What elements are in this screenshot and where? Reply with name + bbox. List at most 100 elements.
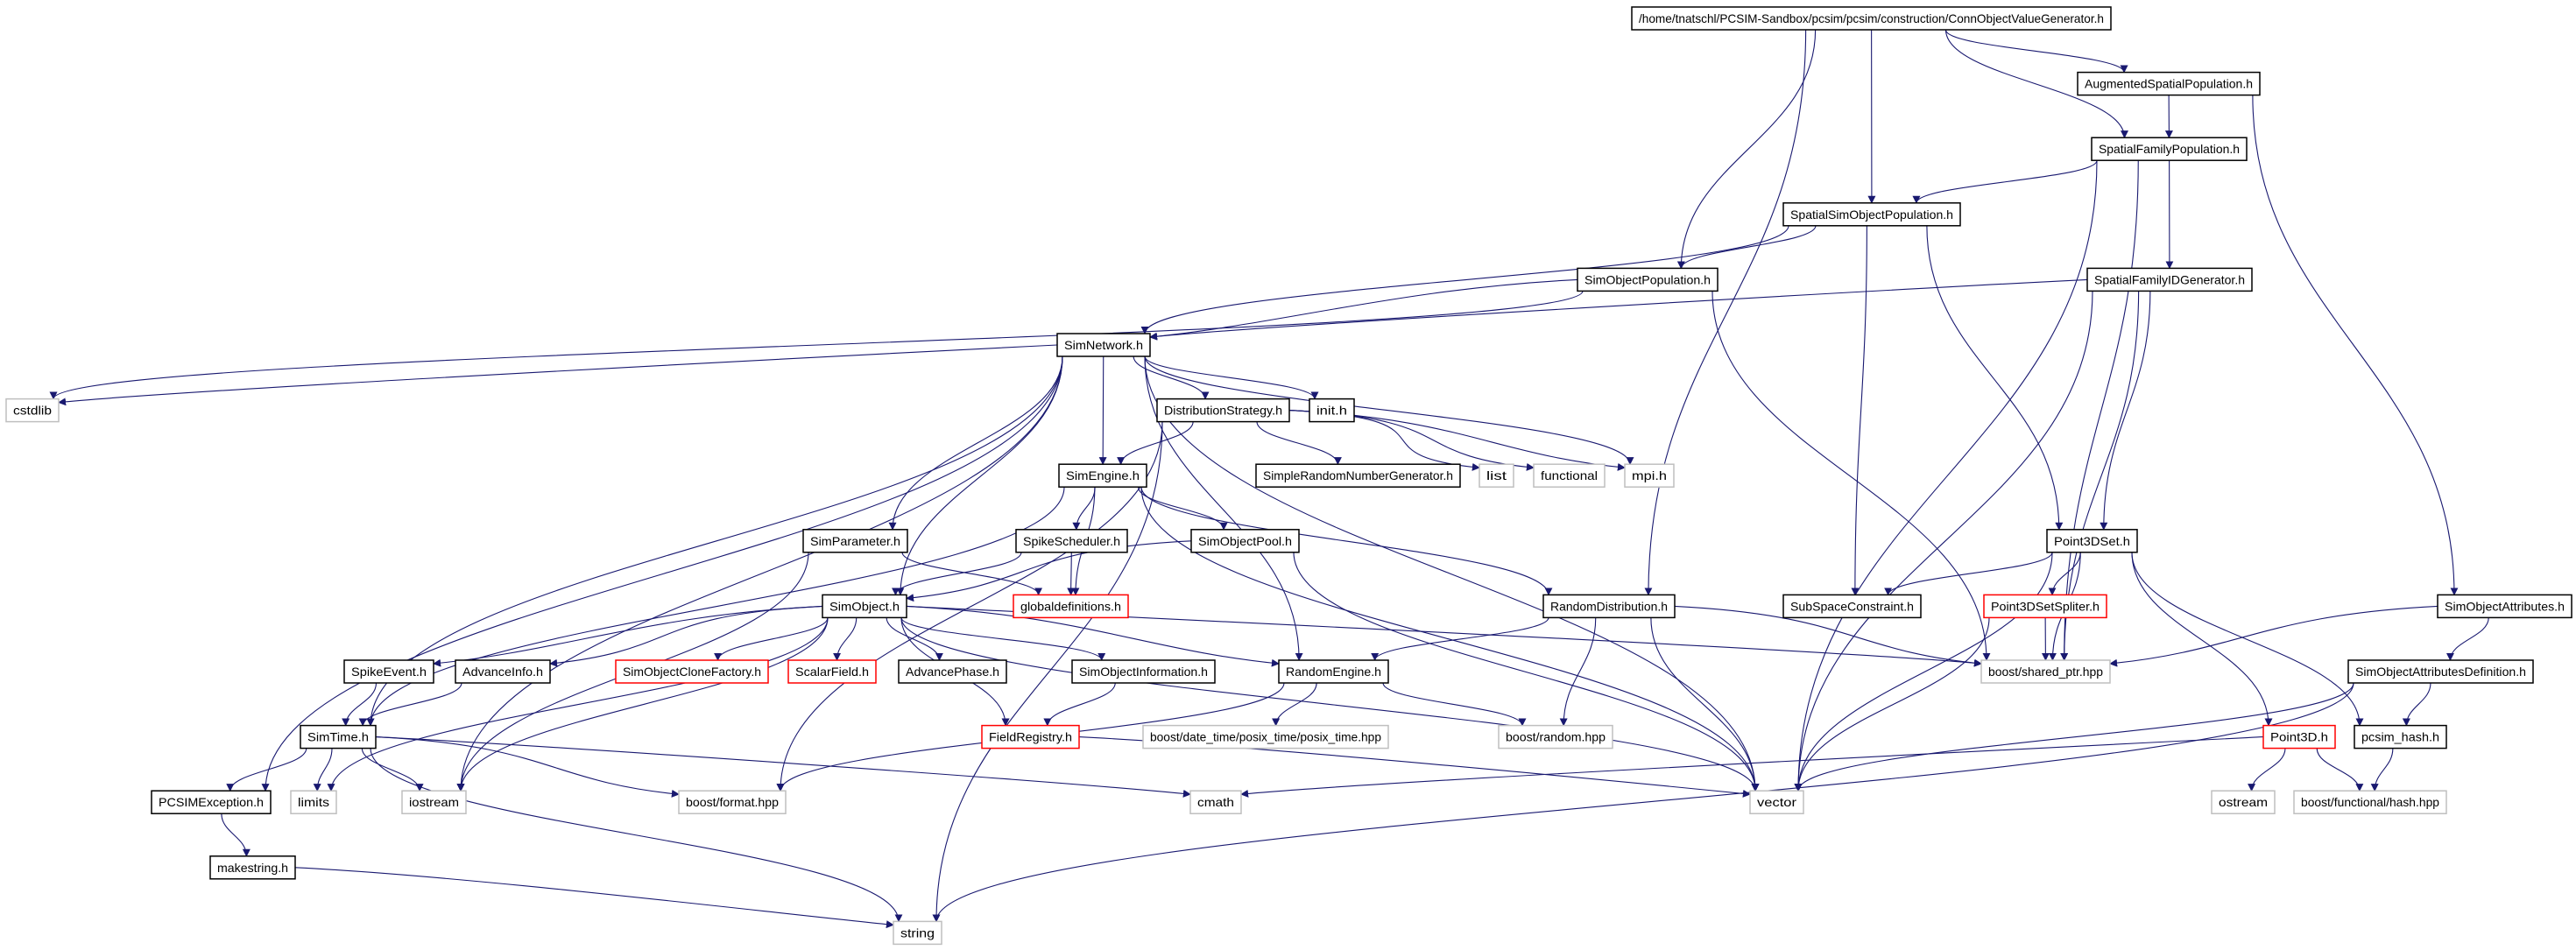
edge-simobj-to-advphase	[886, 617, 943, 661]
edge-simnet-to-init	[1144, 355, 1319, 400]
node-box	[2347, 659, 2534, 684]
node-label: SimpleRandomNumberGenerator.h	[1263, 468, 1453, 482]
node-box	[1058, 463, 1147, 488]
node-box	[1142, 724, 1389, 749]
edge-simnet-to-simparam	[888, 355, 1063, 531]
edge-p3d-to-ostream	[2248, 748, 2286, 792]
node-box	[893, 920, 942, 946]
edge-simobj-to-spikeev	[433, 605, 823, 667]
edge-pcsimhash-to-bhash	[2370, 748, 2394, 792]
node-sop[interactable]: SimObjectPopulation.h	[1577, 267, 1719, 292]
node-sfp[interactable]: SpatialFamilyPopulation.h	[2091, 137, 2248, 161]
node-box	[802, 529, 908, 553]
edge-simnet-to-vector	[1144, 355, 1760, 792]
edge-p3dset-to-subspace	[1884, 552, 2053, 596]
node-init[interactable]: init.h	[1309, 398, 1355, 423]
edge-p3dset-to-p3d	[2131, 552, 2273, 727]
edge-spikesched-to-globaldef	[1067, 552, 1076, 596]
node-soattrdef[interactable]: SimObjectAttributesDefinition.h	[2347, 659, 2534, 684]
node-label: SubSpaceConstraint.h	[1790, 599, 1914, 613]
node-scalar[interactable]: ScalarField.h	[787, 659, 877, 684]
node-brandom: boost/random.hpp	[1498, 724, 1613, 749]
node-label: mpi.h	[1632, 468, 1667, 482]
node-label: Point3D.h	[2270, 730, 2328, 744]
node-advinfo[interactable]: AdvanceInfo.h	[455, 659, 551, 684]
node-fieldreg[interactable]: FieldRegistry.h	[981, 724, 1080, 749]
node-p3dset[interactable]: Point3DSet.h	[2046, 529, 2138, 553]
edge-sop-to-cstdlib	[49, 291, 1584, 400]
node-globaldef[interactable]: globaldefinitions.h	[1013, 594, 1129, 619]
node-label: FieldRegistry.h	[989, 730, 1072, 744]
node-box	[678, 790, 787, 814]
node-box	[1056, 333, 1151, 357]
node-box	[1278, 659, 1389, 684]
edge-simtime-to-limits	[313, 748, 333, 792]
node-bhash: boost/functional/hash.hpp	[2293, 790, 2447, 814]
node-ssop[interactable]: SpatialSimObjectPopulation.h	[1782, 202, 1961, 227]
node-label: makestring.h	[217, 861, 288, 875]
node-randdist[interactable]: RandomDistribution.h	[1542, 594, 1676, 619]
node-spikesched[interactable]: SpikeScheduler.h	[1015, 529, 1128, 553]
node-box	[1071, 659, 1216, 684]
node-box	[1980, 659, 2111, 684]
node-pcsimexc[interactable]: PCSIMException.h	[151, 790, 272, 814]
edge-simnet-to-simeng	[1098, 355, 1107, 466]
node-box	[2086, 267, 2253, 292]
node-asp[interactable]: AugmentedSpatialPopulation.h	[2077, 71, 2261, 96]
node-makestring[interactable]: makestring.h	[209, 855, 296, 880]
edge-simobj-to-iostream	[456, 617, 829, 792]
node-label: cstdlib	[13, 404, 52, 418]
node-randeng[interactable]: RandomEngine.h	[1278, 659, 1389, 684]
edge-simobj-to-scalar	[833, 617, 857, 661]
edge-soattrdef-to-pcsimhash	[2402, 682, 2431, 727]
node-soclone[interactable]: SimObjectCloneFactory.h	[615, 659, 769, 684]
node-sfig[interactable]: SpatialFamilyIDGenerator.h	[2086, 267, 2253, 292]
edge-randeng-to-brandom	[1382, 682, 1527, 727]
node-simparam[interactable]: SimParameter.h	[802, 529, 908, 553]
node-sopool[interactable]: SimObjectPool.h	[1190, 529, 1300, 553]
edge-simeng-to-randdist	[1140, 487, 1553, 596]
node-simobj[interactable]: SimObject.h	[822, 594, 907, 619]
node-simtime[interactable]: SimTime.h	[300, 724, 377, 749]
node-soattr[interactable]: SimObjectAttributes.h	[2437, 594, 2572, 619]
node-box	[2262, 724, 2336, 749]
node-box	[822, 594, 907, 619]
node-root[interactable]: /home/tnatschl/PCSIM-Sandbox/pcsim/pcsim…	[1631, 6, 2112, 31]
node-label: pcsim_hash.h	[2361, 730, 2439, 744]
node-p3d[interactable]: Point3D.h	[2262, 724, 2336, 749]
node-label: ScalarField.h	[795, 665, 869, 679]
node-p3dspl[interactable]: Point3DSetSpliter.h	[1983, 594, 2107, 619]
node-pcsimhash[interactable]: pcsim_hash.h	[2354, 724, 2447, 749]
node-bformat: boost/format.hpp	[678, 790, 787, 814]
edge-simobj-to-soclone	[714, 617, 829, 661]
node-advphase[interactable]: AdvancePhase.h	[898, 659, 1007, 684]
node-box	[1479, 463, 1514, 488]
node-label: vector	[1757, 795, 1796, 809]
edge-p3dset-to-pcsimhash	[2131, 552, 2364, 727]
node-label: SimObjectAttributes.h	[2445, 599, 2565, 613]
node-label: SimParameter.h	[810, 534, 900, 548]
edge-p3d-to-bhash	[2316, 748, 2364, 792]
node-spikeev[interactable]: SpikeEvent.h	[343, 659, 434, 684]
node-simeng[interactable]: SimEngine.h	[1058, 463, 1147, 488]
node-simnet[interactable]: SimNetwork.h	[1056, 333, 1151, 357]
node-box	[1782, 594, 1922, 619]
node-srng[interactable]: SimpleRandomNumberGenerator.h	[1255, 463, 1461, 488]
edge-simtime-to-string	[370, 748, 903, 923]
node-iostream: iostream	[401, 790, 467, 814]
node-box	[1015, 529, 1128, 553]
edge-randeng-to-posix	[1272, 682, 1317, 727]
node-dist[interactable]: DistributionStrategy.h	[1156, 398, 1290, 423]
edge-root-to-randdist	[1644, 29, 1807, 596]
node-soinfo[interactable]: SimObjectInformation.h	[1071, 659, 1216, 684]
node-box	[1624, 463, 1675, 488]
node-box	[5, 398, 60, 423]
node-label: AugmentedSpatialPopulation.h	[2085, 77, 2253, 91]
node-posix: boost/date_time/posix_time/posix_time.hp…	[1142, 724, 1389, 749]
edge-advinfo-to-simtime	[358, 682, 462, 727]
edge-simeng-to-sopool	[1138, 487, 1228, 531]
node-subspace[interactable]: SubSpaceConstraint.h	[1782, 594, 1922, 619]
edge-makestring-to-string	[294, 867, 894, 929]
node-label: ostream	[2219, 795, 2268, 809]
node-label: SpatialSimObjectPopulation.h	[1790, 208, 1953, 222]
